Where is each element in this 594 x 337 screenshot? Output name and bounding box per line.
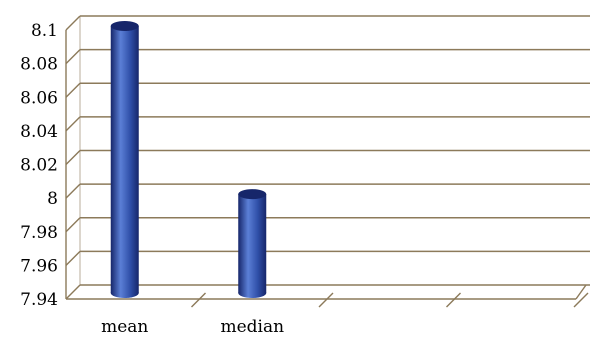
axes [65,16,589,308]
bars [110,21,267,298]
x-category-label: mean [101,317,148,337]
floor-edge [575,284,587,300]
x-category-label: median [220,317,284,337]
gridline-depth [65,183,81,199]
x-tick-mark [318,292,334,308]
bar-base [110,288,139,298]
bar-base [238,288,267,298]
y-tick-label: 8.02 [20,156,58,176]
x-tick-mark [573,292,589,308]
bar-median [238,189,267,298]
y-tick-label: 7.98 [20,223,58,243]
gridlines [65,15,590,300]
bar-mean [110,21,139,298]
gridline-depth [65,49,81,65]
y-tick-labels: 8.1 8.08 8.06 8.04 8.02 8 7.98 7.96 7.94 [20,21,58,310]
bar-top [110,21,139,31]
y-tick-label: 8.1 [31,21,58,41]
y-tick-label: 7.96 [20,256,58,276]
gridline-depth [65,82,81,98]
gridline-depth [65,150,81,165]
gridline-depth [65,217,81,233]
bar-body [110,26,139,293]
gridline-depth [65,15,81,31]
y-tick-label: 8.08 [20,55,58,75]
gridline-depth [65,116,81,132]
y-tick-label: 8 [47,189,58,209]
bar-body [238,194,267,293]
y-tick-label: 8.06 [20,88,58,108]
x-category-labels: mean median [101,317,284,337]
bar-top [238,189,267,200]
gridline-depth [65,250,81,266]
x-tick-mark [191,292,206,308]
gridline-depth [65,284,81,300]
y-tick-label: 7.94 [20,290,58,310]
y-tick-label: 8.04 [20,122,58,142]
x-tick-mark [446,292,461,308]
